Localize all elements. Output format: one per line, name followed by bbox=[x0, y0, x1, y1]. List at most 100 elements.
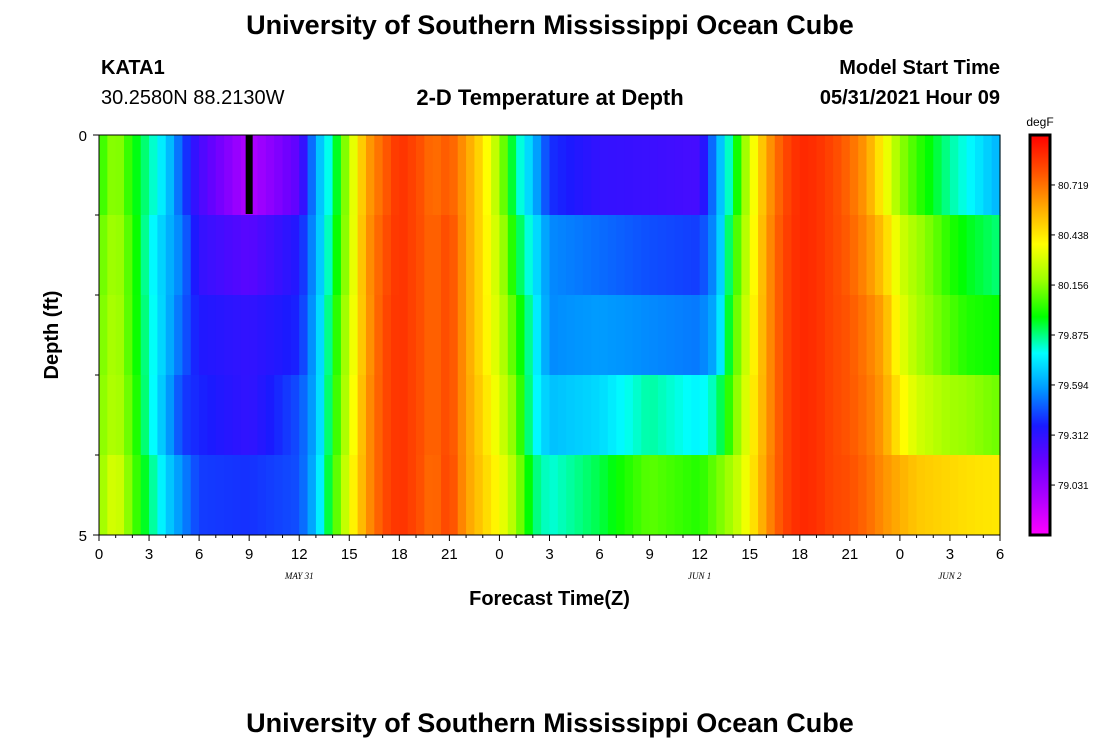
heatmap-cell bbox=[157, 375, 167, 456]
heatmap-cell bbox=[941, 455, 951, 536]
heatmap-cell bbox=[374, 135, 384, 216]
date-label: MAY 31 bbox=[284, 571, 314, 581]
heatmap-cell bbox=[616, 135, 626, 216]
heatmap-cell bbox=[416, 135, 425, 216]
heatmap-cell bbox=[324, 455, 334, 536]
heatmap-cell bbox=[315, 215, 325, 296]
heatmap-cell bbox=[841, 455, 851, 536]
heatmap-cell bbox=[457, 375, 467, 456]
heatmap-cell bbox=[449, 135, 459, 216]
heatmap-cell bbox=[916, 135, 926, 216]
footer-title: University of Southern Mississippi Ocean… bbox=[246, 708, 854, 738]
heatmap-cell bbox=[991, 215, 1001, 296]
heatmap-cell bbox=[899, 375, 909, 456]
heatmap-cell bbox=[682, 135, 692, 216]
heatmap-cell bbox=[332, 295, 342, 376]
heatmap-cell bbox=[424, 215, 434, 296]
heatmap-cell bbox=[524, 135, 534, 216]
model-start-value: 05/31/2021 Hour 09 bbox=[819, 87, 1000, 109]
heatmap-cell bbox=[708, 455, 717, 536]
heatmap-cell bbox=[274, 375, 284, 456]
heatmap-cell bbox=[124, 375, 133, 456]
heatmap-cell bbox=[582, 295, 592, 376]
x-tick-label: 15 bbox=[341, 546, 358, 563]
heatmap-cell bbox=[157, 295, 167, 376]
heatmap-cell bbox=[858, 215, 868, 296]
colorbar-label: 79.875 bbox=[1058, 331, 1089, 342]
heatmap-cell bbox=[966, 215, 976, 296]
heatmap-cell bbox=[499, 135, 509, 216]
heatmap-cell bbox=[607, 375, 617, 456]
heatmap-cell bbox=[657, 215, 667, 296]
page-title: University of Southern Mississippi Ocean… bbox=[246, 10, 854, 40]
heatmap-cell bbox=[883, 295, 893, 376]
heatmap-cell bbox=[441, 215, 450, 296]
heatmap-cell bbox=[524, 375, 534, 456]
heatmap-cell bbox=[349, 295, 359, 376]
heatmap-cell bbox=[716, 135, 726, 216]
heatmap-cell bbox=[140, 455, 150, 536]
x-tick-label: 0 bbox=[495, 546, 503, 563]
heatmap-cell bbox=[190, 295, 200, 376]
heatmap-cell bbox=[299, 375, 309, 456]
heatmap-cell bbox=[991, 375, 1001, 456]
heatmap-cell bbox=[983, 215, 993, 296]
chart-subtitle: 2-D Temperature at Depth bbox=[416, 85, 684, 110]
heatmap-cell bbox=[949, 375, 959, 456]
heatmap-cell bbox=[733, 135, 742, 216]
heatmap-cell bbox=[749, 455, 759, 536]
heatmap-cell bbox=[574, 215, 584, 296]
heatmap-cell bbox=[482, 215, 492, 296]
heatmap-cell bbox=[290, 135, 300, 216]
heatmap-cell bbox=[666, 375, 676, 456]
heatmap-cell bbox=[365, 295, 375, 376]
heatmap-cell bbox=[824, 295, 834, 376]
heatmap-cell bbox=[407, 295, 417, 376]
heatmap-cell bbox=[182, 215, 192, 296]
heatmap-cell bbox=[99, 135, 108, 216]
heatmap-cell bbox=[941, 135, 951, 216]
heatmap-cell bbox=[215, 455, 225, 536]
heatmap-cell bbox=[265, 135, 275, 216]
heatmap-cell bbox=[240, 455, 250, 536]
heatmap-cell bbox=[249, 375, 259, 456]
heatmap-cell bbox=[783, 135, 793, 216]
heatmap-cell bbox=[874, 135, 884, 216]
heatmap-cell bbox=[958, 215, 968, 296]
heatmap-cell bbox=[582, 135, 592, 216]
heatmap-cell bbox=[441, 135, 450, 216]
x-tick-label: 12 bbox=[291, 546, 308, 563]
heatmap-cell bbox=[941, 295, 951, 376]
heatmap-cell bbox=[783, 215, 793, 296]
heatmap-cell bbox=[332, 215, 342, 296]
heatmap-cell bbox=[149, 375, 158, 456]
heatmap-cell bbox=[491, 375, 501, 456]
heatmap-cell bbox=[691, 135, 701, 216]
heatmap-cell bbox=[240, 135, 250, 216]
heatmap-cell bbox=[315, 455, 325, 536]
heatmap-cell bbox=[808, 135, 818, 216]
heatmap-cell bbox=[766, 215, 776, 296]
heatmap-cell bbox=[432, 295, 442, 376]
heatmap-cell bbox=[282, 215, 292, 296]
heatmap-cell bbox=[499, 215, 509, 296]
heatmap-cell bbox=[833, 295, 843, 376]
heatmap-cell bbox=[666, 135, 676, 216]
heatmap-cell bbox=[524, 215, 534, 296]
heatmap-cell bbox=[491, 135, 501, 216]
heatmap-cell bbox=[816, 215, 826, 296]
heatmap-cell bbox=[791, 375, 801, 456]
heatmap-cell bbox=[991, 455, 1001, 536]
heatmap-cell bbox=[591, 215, 601, 296]
heatmap-cell bbox=[749, 375, 759, 456]
heatmap-cell bbox=[257, 135, 267, 216]
heatmap-cell bbox=[891, 455, 901, 536]
heatmap-cell bbox=[716, 215, 726, 296]
heatmap-cell bbox=[390, 375, 400, 456]
heatmap-cell bbox=[399, 215, 409, 296]
heatmap-cell bbox=[399, 135, 409, 216]
heatmap-cell bbox=[307, 135, 317, 216]
heatmap-cell bbox=[833, 135, 843, 216]
heatmap-cell bbox=[766, 375, 776, 456]
heatmap-cell bbox=[841, 135, 851, 216]
